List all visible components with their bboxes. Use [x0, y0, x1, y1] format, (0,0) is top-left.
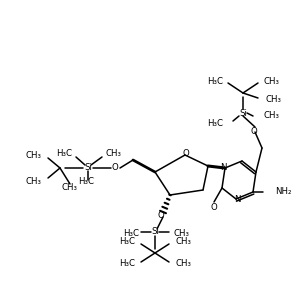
- Text: CH₃: CH₃: [106, 149, 122, 159]
- Text: O: O: [250, 127, 257, 135]
- Text: O: O: [112, 163, 118, 173]
- Text: O: O: [158, 210, 164, 219]
- Text: CH₃: CH₃: [26, 151, 42, 159]
- Text: CH₃: CH₃: [175, 260, 191, 268]
- Text: CH₃: CH₃: [175, 238, 191, 246]
- Text: O: O: [183, 149, 189, 159]
- Text: CH₃: CH₃: [26, 176, 42, 185]
- Text: H₃C: H₃C: [207, 76, 223, 86]
- Text: H₃C: H₃C: [56, 149, 72, 159]
- Text: H₃C: H₃C: [119, 260, 135, 268]
- Text: NH₂: NH₂: [275, 188, 292, 197]
- Text: CH₃: CH₃: [173, 229, 189, 239]
- Text: H₃C: H₃C: [207, 118, 223, 127]
- Text: N: N: [234, 195, 240, 205]
- Text: O: O: [211, 202, 218, 212]
- Text: H₃C: H₃C: [119, 238, 135, 246]
- Text: N: N: [220, 163, 226, 171]
- Text: H₃C: H₃C: [78, 178, 94, 187]
- Text: CH₃: CH₃: [263, 76, 279, 86]
- Text: CH₃: CH₃: [62, 183, 78, 193]
- Text: Si: Si: [84, 163, 92, 173]
- Text: CH₃: CH₃: [265, 95, 281, 103]
- Text: CH₃: CH₃: [264, 112, 280, 120]
- Text: H₃C: H₃C: [123, 229, 139, 239]
- Text: Si: Si: [151, 227, 159, 236]
- Text: Si: Si: [239, 108, 247, 117]
